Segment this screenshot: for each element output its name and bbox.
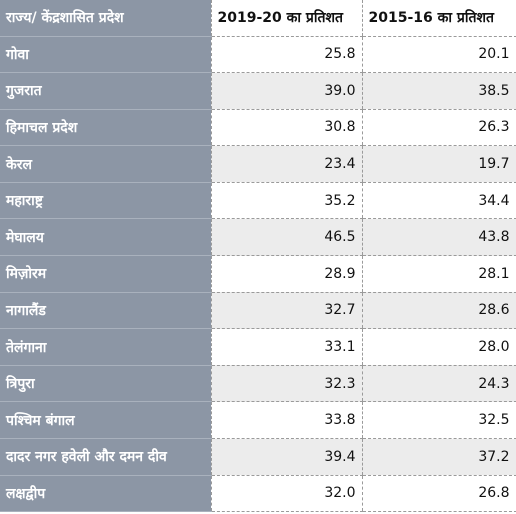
table-row: मेघालय 46.5 43.8 [0,218,516,257]
value-2015-16-cell: 26.3 [361,109,516,147]
value-2019-20-cell: 46.5 [210,218,362,257]
table-row: पश्चिम बंगाल 33.8 32.5 [0,401,516,440]
value-2015-16-cell: 43.8 [361,218,516,257]
header-row: राज्य/ केंद्रशासित प्रदेश 2019-20 का प्र… [0,0,516,37]
state-name-cell: केरल [0,145,211,183]
value-2015-16-cell: 28.0 [361,328,516,366]
state-name-cell: पश्चिम बंगाल [0,401,211,440]
state-name-cell: लक्षद्वीप [0,475,211,513]
header-2015-16: 2015-16 का प्रतिशत [361,0,516,37]
value-2015-16-cell: 26.8 [361,475,516,513]
value-2015-16-cell: 24.3 [361,365,516,403]
header-2019-20: 2019-20 का प्रतिशत [210,0,362,37]
value-2019-20-cell: 32.0 [210,475,362,513]
state-name-cell: त्रिपुरा [0,365,211,403]
value-2015-16-cell: 37.2 [361,438,516,476]
table-body: गोवा 25.8 20.1 गुजरात 39.0 38.5 हिमाचल प्रदेश 3… [0,36,516,513]
value-2019-20-cell: 25.8 [210,36,362,74]
value-2019-20-cell: 30.8 [210,109,362,147]
state-name-cell: महाराष्ट्र [0,182,211,220]
table-row: नागालैंड 32.7 28.6 [0,292,516,330]
table-row: तेलंगाना 33.1 28.0 [0,328,516,366]
table-row: दादर नगर हवेली और दमन दीव 39.4 37.2 [0,438,516,476]
table-row: लक्षद्वीप 32.0 26.8 [0,475,516,513]
header-state: राज्य/ केंद्रशासित प्रदेश [0,0,211,37]
value-2019-20-cell: 28.9 [210,255,362,293]
table-row: मिज़ोरम 28.9 28.1 [0,255,516,293]
table-row: हिमाचल प्रदेश 30.8 26.3 [0,109,516,147]
table-row: केरल 23.4 19.7 [0,145,516,183]
value-2019-20-cell: 39.0 [210,72,362,110]
value-2019-20-cell: 23.4 [210,145,362,183]
value-2015-16-cell: 32.5 [361,401,516,440]
value-2019-20-cell: 33.8 [210,401,362,440]
table-row: महाराष्ट्र 35.2 34.4 [0,182,516,220]
state-name-cell: दादर नगर हवेली और दमन दीव [0,438,211,476]
value-2015-16-cell: 34.4 [361,182,516,220]
state-name-cell: गोवा [0,36,211,74]
value-2015-16-cell: 19.7 [361,145,516,183]
table-row: त्रिपुरा 32.3 24.3 [0,365,516,403]
value-2015-16-cell: 20.1 [361,36,516,74]
state-name-cell: नागालैंड [0,292,211,330]
state-name-cell: मेघालय [0,218,211,257]
value-2019-20-cell: 33.1 [210,328,362,366]
value-2015-16-cell: 28.1 [361,255,516,293]
table-row: गोवा 25.8 20.1 [0,36,516,74]
state-name-cell: मिज़ोरम [0,255,211,293]
value-2015-16-cell: 38.5 [361,72,516,110]
table-header: राज्य/ केंद्रशासित प्रदेश 2019-20 का प्र… [0,0,516,37]
value-2019-20-cell: 39.4 [210,438,362,476]
value-2019-20-cell: 35.2 [210,182,362,220]
value-2015-16-cell: 28.6 [361,292,516,330]
table-row: गुजरात 39.0 38.5 [0,72,516,110]
state-name-cell: गुजरात [0,72,211,110]
state-name-cell: तेलंगाना [0,328,211,366]
state-name-cell: हिमाचल प्रदेश [0,109,211,147]
value-2019-20-cell: 32.7 [210,292,362,330]
value-2019-20-cell: 32.3 [210,365,362,403]
